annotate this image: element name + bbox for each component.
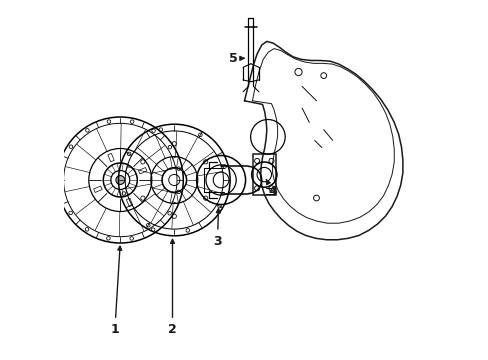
Bar bbox=[126, 198, 133, 207]
Circle shape bbox=[116, 176, 124, 184]
Text: 2: 2 bbox=[168, 239, 177, 336]
Bar bbox=[252, 154, 275, 195]
Text: 4: 4 bbox=[266, 180, 276, 198]
Bar bbox=[94, 186, 102, 193]
Bar bbox=[108, 153, 114, 162]
Text: 3: 3 bbox=[213, 209, 222, 248]
Text: 1: 1 bbox=[110, 246, 122, 336]
Text: 5: 5 bbox=[228, 52, 244, 65]
Bar bbox=[138, 167, 146, 174]
